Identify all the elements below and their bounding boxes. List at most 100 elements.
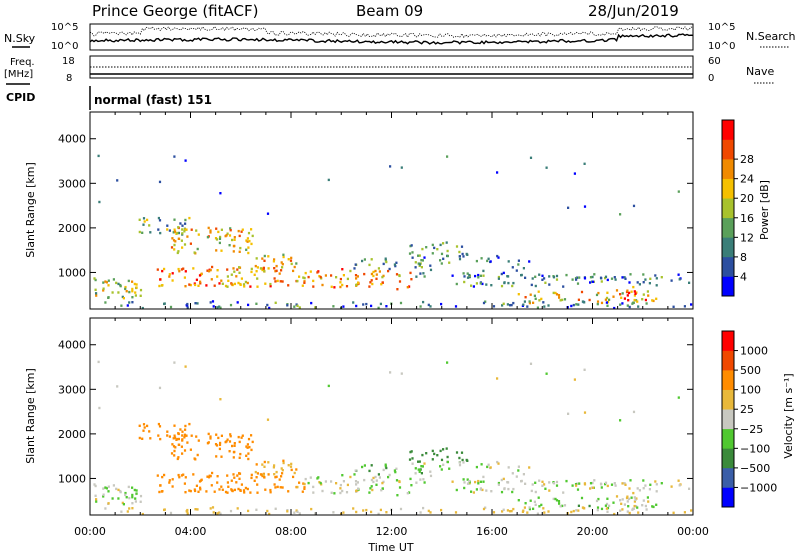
heatmap-cell: [211, 265, 214, 269]
heatmap-cell: [178, 476, 181, 479]
heatmap-cell: [420, 465, 423, 468]
heatmap-cell: [263, 465, 266, 468]
heatmap-cell: [249, 491, 252, 494]
heatmap-cell: [415, 481, 418, 484]
heatmap-cell: [287, 284, 290, 287]
colorbar-tick-label: 8: [740, 251, 747, 264]
heatmap-cell: [346, 277, 349, 281]
heatmap-cell: [279, 486, 282, 489]
heatmap-cell: [479, 480, 482, 483]
heatmap-cell: [534, 275, 537, 278]
heatmap-cell: [173, 243, 176, 247]
heatmap-cell: [370, 510, 373, 514]
heatmap-cell: [636, 487, 639, 490]
x-tick-label: 00:00: [677, 525, 709, 538]
heatmap-cell: [451, 480, 454, 483]
heatmap-cell: [235, 481, 238, 484]
heatmap-cell: [415, 275, 418, 278]
heatmap-cell: [479, 488, 482, 491]
heatmap-cell: [429, 511, 432, 514]
heatmap-cell: [375, 277, 378, 280]
heatmap-cell: [630, 496, 633, 499]
heatmap-cell: [631, 508, 634, 511]
heatmap-cell: [583, 301, 586, 304]
heatmap-cell: [440, 302, 443, 306]
heatmap-cell: [596, 506, 600, 509]
heatmap-cell: [633, 298, 636, 302]
heatmap-cell: [606, 510, 609, 513]
heatmap-cell: [418, 470, 421, 473]
heatmap-cell: [354, 263, 357, 266]
heatmap-cell: [411, 462, 414, 465]
heatmap-cell: [429, 305, 432, 308]
heatmap-cell: [181, 452, 184, 455]
heatmap-cell: [511, 490, 514, 494]
heatmap-cell: [111, 291, 114, 294]
heatmap-cell: [316, 477, 319, 480]
colorbar-swatch: [722, 428, 734, 449]
heatmap-cell: [229, 435, 232, 438]
heatmap-cell: [451, 274, 454, 277]
heatmap-cell: [355, 510, 358, 514]
colorbar-tick-label: 4: [740, 270, 747, 283]
heatmap-cell: [368, 491, 371, 494]
heatmap-cell: [628, 291, 631, 295]
heatmap-cell: [298, 275, 301, 278]
heatmap-cell: [238, 472, 241, 475]
colorbar-tick-label: 28: [740, 153, 754, 166]
heatmap-cell: [264, 488, 267, 491]
heatmap-cell: [400, 166, 403, 169]
heatmap-cell: [353, 473, 356, 476]
heatmap-cell: [410, 244, 413, 247]
heatmap-cell: [219, 512, 222, 515]
heatmap-cell: [159, 231, 162, 235]
heatmap-cell: [537, 496, 540, 499]
heatmap-cell: [655, 490, 658, 493]
heatmap-cell: [419, 305, 422, 308]
heatmap-cell: [243, 285, 246, 288]
heatmap-cell: [541, 274, 544, 277]
noise-tick-left-bottom: 10^0: [51, 41, 78, 52]
heatmap-cell: [425, 246, 428, 249]
heatmap-cell: [330, 285, 333, 288]
heatmap-cell: [226, 275, 229, 278]
heatmap-cell: [211, 300, 215, 303]
heatmap-cell: [112, 278, 115, 281]
heatmap-cell: [570, 510, 573, 514]
heatmap-cell: [421, 453, 424, 457]
heatmap-cell: [237, 281, 240, 285]
heatmap-cell: [628, 281, 631, 284]
heatmap-cell: [572, 303, 575, 307]
heatmap-cell: [131, 496, 134, 499]
heatmap-cell: [290, 468, 293, 472]
heatmap-cell: [95, 292, 98, 295]
heatmap-cell: [98, 200, 101, 204]
heatmap-cell: [635, 505, 638, 508]
heatmap-cell: [356, 481, 359, 484]
heatmap-cell: [541, 480, 544, 483]
heatmap-cell: [463, 486, 466, 490]
heatmap-cell: [604, 504, 607, 507]
heatmap-cell: [184, 270, 187, 273]
heatmap-cell: [255, 508, 258, 511]
heatmap-cell: [512, 301, 515, 305]
heatmap-cell: [216, 512, 219, 515]
noise-tick-left-top: 10^5: [51, 22, 78, 33]
heatmap-cell: [324, 480, 327, 483]
heatmap-cell: [131, 296, 134, 299]
heatmap-cell: [105, 281, 108, 284]
heatmap-cell: [533, 500, 536, 503]
x-tick-label: 04:00: [175, 525, 207, 538]
heatmap-cell: [399, 507, 403, 511]
heatmap-cell: [139, 294, 142, 297]
heatmap-cell: [218, 237, 222, 240]
heatmap-cell: [517, 263, 520, 266]
heatmap-cell: [194, 508, 197, 511]
heatmap-cell: [231, 238, 234, 242]
heatmap-cell: [102, 287, 105, 290]
heatmap-cell: [581, 300, 584, 303]
heatmap-cell: [166, 430, 169, 433]
heatmap-cell: [238, 440, 241, 444]
heatmap-cell: [250, 267, 253, 271]
heatmap-cell: [172, 231, 175, 234]
